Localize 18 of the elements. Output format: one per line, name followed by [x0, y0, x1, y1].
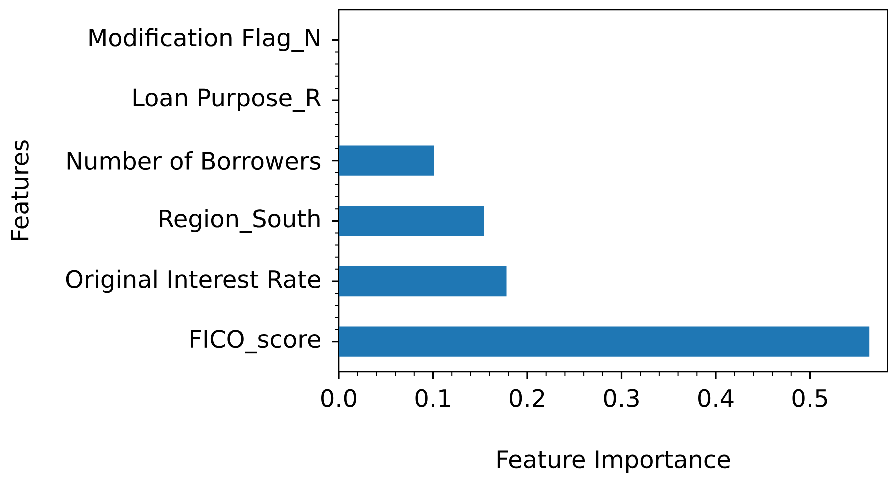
- y-tick-label: Loan Purpose_R: [134, 88, 322, 112]
- bar: [339, 326, 870, 357]
- y-tick-label: Region_South: [160, 209, 320, 234]
- y-tick-label: FICO_score: [191, 330, 320, 354]
- x-tick-label: 0.4: [698, 389, 734, 408]
- bar: [339, 206, 484, 236]
- x-tick-label: 0.0: [322, 389, 356, 408]
- y-tick-label: Original Interest Rate: [66, 270, 320, 294]
- bar: [339, 266, 507, 297]
- y-tick-label: Modification Flag_N: [90, 28, 320, 52]
- x-tick-label: 0.1: [416, 389, 450, 408]
- x-tick-label: 0.5: [792, 389, 828, 408]
- x-axis-title: Feature Importance: [498, 450, 730, 474]
- bar: [339, 146, 434, 176]
- x-tick-label: 0.3: [604, 389, 639, 408]
- y-tick-label: Number of Borrowers: [68, 152, 321, 170]
- x-tick-label: 0.2: [510, 389, 544, 408]
- y-axis-title: Features: [11, 140, 29, 240]
